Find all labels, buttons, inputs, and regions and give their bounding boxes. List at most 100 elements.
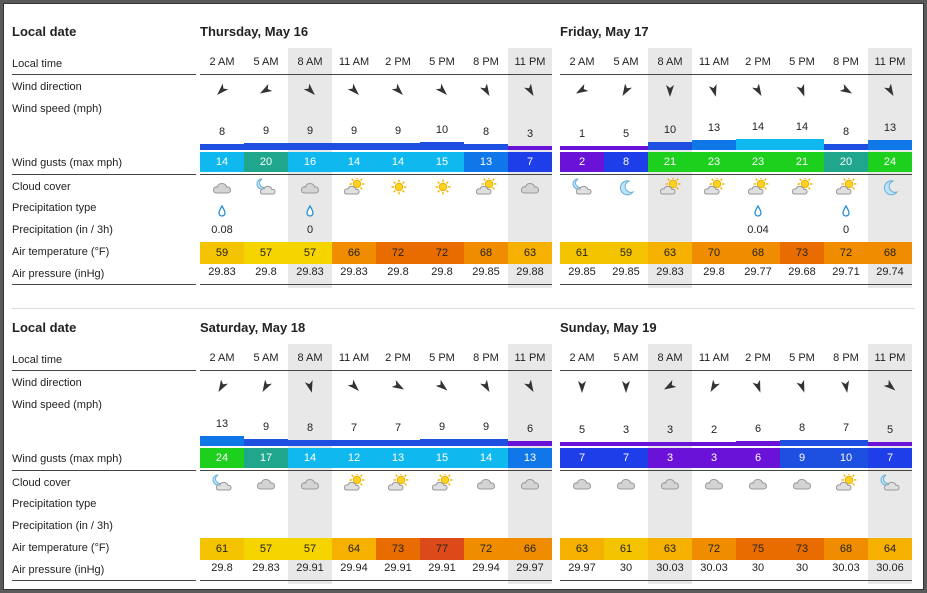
bottom-divider bbox=[824, 284, 868, 285]
time-label: 5 PM bbox=[429, 56, 455, 68]
wind-arrow-icon bbox=[262, 379, 272, 393]
wind-speed-value: 8 bbox=[798, 422, 806, 434]
wind-speed-cell: 3 bbox=[648, 406, 692, 446]
wind-gust-value: 3 bbox=[648, 448, 692, 468]
air-temperature-value: 72 bbox=[824, 242, 868, 264]
wind-speed-value: 7 bbox=[394, 422, 402, 434]
wind-speed-bar bbox=[692, 140, 736, 150]
wind-arrow-icon bbox=[710, 379, 720, 393]
time-label: 11 AM bbox=[338, 352, 370, 364]
sun-icon bbox=[432, 178, 454, 196]
time-column: 5 PM 8 9 73 30 bbox=[780, 344, 824, 584]
moon-icon bbox=[616, 178, 638, 196]
cloud-icon bbox=[476, 474, 498, 492]
wind-speed-cell: 14 bbox=[780, 110, 824, 150]
wind-speed-bar bbox=[508, 441, 552, 446]
forecast-block-1: Local date Local time Wind direction Wind s… bbox=[4, 4, 923, 300]
label-precip: Precipitation (in / 3h) bbox=[12, 224, 113, 236]
time-divider bbox=[332, 74, 376, 75]
wind-speed-cell: 8 bbox=[780, 406, 824, 446]
wind-speed-value: 6 bbox=[754, 423, 762, 435]
label-air-temp: Air temperature (°F) bbox=[12, 542, 110, 554]
gust-divider bbox=[868, 470, 912, 471]
time-label: 8 AM bbox=[297, 352, 323, 364]
raindrop-icon bbox=[306, 204, 314, 217]
sun-icon bbox=[388, 178, 410, 196]
air-pressure-value: 30.03 bbox=[656, 562, 684, 574]
label-divider bbox=[12, 580, 196, 581]
wind-speed-cell: 10 bbox=[648, 110, 692, 150]
bottom-divider bbox=[560, 580, 604, 581]
air-temperature-value: 72 bbox=[376, 242, 420, 264]
cloud-moon-icon bbox=[212, 474, 234, 492]
wind-arrow-icon bbox=[480, 83, 490, 97]
air-pressure-value: 29.85 bbox=[568, 266, 596, 278]
air-temperature-value: 64 bbox=[332, 538, 376, 560]
wind-arrow-icon bbox=[435, 83, 447, 95]
wind-gust-value: 3 bbox=[692, 448, 736, 468]
wind-gust-value: 9 bbox=[780, 448, 824, 468]
bottom-divider bbox=[868, 580, 912, 581]
time-column: 8 PM 8 20 0 72 29.71 bbox=[824, 48, 868, 288]
time-label: 5 AM bbox=[253, 56, 279, 68]
time-label: 11 PM bbox=[514, 56, 546, 68]
air-pressure-value: 30.03 bbox=[700, 562, 728, 574]
bottom-divider bbox=[780, 284, 824, 285]
wind-gust-value: 13 bbox=[508, 448, 552, 468]
cloud-moon-icon bbox=[256, 178, 278, 196]
label-air-pressure: Air pressure (inHg) bbox=[12, 268, 105, 280]
wind-speed-bar bbox=[288, 440, 332, 446]
air-pressure-value: 30 bbox=[795, 562, 809, 574]
label-divider bbox=[12, 284, 196, 285]
gust-divider bbox=[288, 470, 332, 471]
cloud-icon bbox=[520, 474, 542, 492]
air-pressure-value: 29.74 bbox=[876, 266, 904, 278]
wind-speed-bar bbox=[648, 142, 692, 150]
air-pressure-value: 29.91 bbox=[384, 562, 412, 574]
air-temperature-value: 61 bbox=[560, 242, 604, 264]
air-pressure-value: 29.91 bbox=[296, 562, 324, 574]
time-divider bbox=[332, 370, 376, 371]
wind-gust-value: 24 bbox=[200, 448, 244, 468]
bottom-divider bbox=[376, 284, 420, 285]
wind-speed-value: 14 bbox=[795, 121, 809, 133]
wind-speed-bar bbox=[648, 442, 692, 446]
wind-speed-bar bbox=[244, 143, 288, 150]
time-column: 8 AM 9 16 0 57 29.83 bbox=[288, 48, 332, 288]
air-temperature-value: 57 bbox=[244, 538, 288, 560]
bottom-divider bbox=[736, 580, 780, 581]
gust-divider bbox=[288, 174, 332, 175]
time-column: 11 PM 3 7 63 29.88 bbox=[508, 48, 552, 288]
bottom-divider bbox=[508, 580, 552, 581]
wind-speed-value: 8 bbox=[482, 126, 490, 138]
wind-speed-bar bbox=[508, 146, 552, 150]
wind-arrow-icon bbox=[217, 83, 229, 95]
wind-speed-bar bbox=[376, 440, 420, 446]
cloud-icon bbox=[792, 474, 814, 492]
wind-speed-value: 9 bbox=[306, 125, 314, 137]
air-pressure-value: 29.94 bbox=[340, 562, 368, 574]
wind-speed-cell: 9 bbox=[420, 406, 464, 446]
sun-cloud-icon bbox=[659, 176, 682, 196]
time-divider bbox=[464, 370, 508, 371]
cloud-icon bbox=[572, 474, 594, 492]
sun-cloud-icon bbox=[431, 472, 454, 492]
wind-speed-cell: 9 bbox=[244, 406, 288, 446]
air-temperature-value: 61 bbox=[200, 538, 244, 560]
time-divider bbox=[736, 370, 780, 371]
wind-speed-bar bbox=[736, 139, 780, 150]
wind-speed-value: 9 bbox=[394, 125, 402, 137]
air-pressure-value: 29.68 bbox=[788, 266, 816, 278]
air-temperature-value: 75 bbox=[736, 538, 780, 560]
time-column: 11 AM 9 14 66 29.83 bbox=[332, 48, 376, 288]
time-divider bbox=[824, 370, 868, 371]
wind-speed-cell: 5 bbox=[868, 406, 912, 446]
wind-gust-value: 24 bbox=[868, 152, 912, 172]
time-label: 11 PM bbox=[874, 56, 906, 68]
time-divider bbox=[780, 370, 824, 371]
time-column: 2 AM 13 24 61 29.8 bbox=[200, 344, 244, 584]
air-pressure-value: 29.8 bbox=[255, 266, 277, 278]
air-temperature-value: 63 bbox=[648, 538, 692, 560]
gust-divider bbox=[332, 470, 376, 471]
gust-divider bbox=[648, 174, 692, 175]
